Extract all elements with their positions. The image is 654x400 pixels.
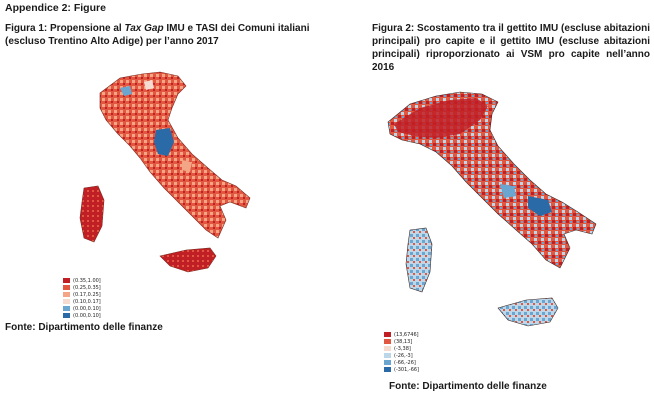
legend-swatch (63, 278, 70, 283)
legend-label: (0.10,0.17] (73, 298, 101, 305)
legend-swatch (63, 299, 70, 304)
legend-entry: (-66,-26] (384, 359, 419, 366)
map-1-blue-area (154, 128, 174, 156)
legend-swatch (63, 285, 70, 290)
legend-entry: (-3,38] (384, 345, 419, 352)
legend-label: (0.17,0.25] (73, 291, 101, 298)
legend-swatch (63, 306, 70, 311)
legend-label: (13,6746] (394, 331, 419, 338)
figure-1-map (60, 68, 270, 280)
map-1-sicily (159, 247, 217, 273)
legend-swatch (384, 367, 391, 372)
figure-1-caption-italic: Tax Gap (124, 23, 164, 34)
legend-label: (-66,-26] (394, 359, 416, 366)
legend-entry: (-301,-66] (384, 366, 419, 373)
legend-entry: (0.17,0.25] (63, 291, 101, 298)
figure-2-legend: (13,6746] (38,13] (-3,38] (-26,-3] (-66,-26]… (384, 331, 419, 373)
figure-2-source: Fonte: Dipartimento delle finanze (389, 381, 547, 392)
legend-label: (38,13] (394, 338, 413, 345)
legend-label: (0.25,0.35] (73, 284, 101, 291)
map-1-mainland (99, 71, 251, 239)
legend-entry: (0.00,0.10] (63, 312, 101, 319)
figure-1-legend: (0.35,1.00] (0.25,0.35] (0.17,0.25] (0.10,0… (63, 277, 101, 319)
map-2-sicily (497, 297, 559, 327)
appendix-heading: Appendice 2: Figure (5, 2, 106, 14)
figure-2-caption: Figura 2: Scostamento tra il gettito IMU… (372, 23, 650, 73)
legend-swatch (384, 332, 391, 337)
legend-label: (-301,-66] (394, 366, 420, 373)
figure-2-map (380, 84, 610, 340)
map-2-sardinia (405, 227, 433, 293)
legend-entry: (0.35,1.00] (63, 277, 101, 284)
legend-swatch (384, 353, 391, 358)
legend-entry: (-26,-3] (384, 352, 419, 359)
legend-entry: (38,13] (384, 338, 419, 345)
legend-entry: (13,6746] (384, 331, 419, 338)
legend-swatch (63, 313, 70, 318)
legend-label: (0.00,0.10] (73, 312, 101, 319)
figure-1-caption-suffix: IMU e TASI dei Comuni italiani (escluso … (5, 23, 310, 47)
legend-label: (0.35,1.00] (73, 277, 101, 284)
legend-entry: (0.25,0.35] (63, 284, 101, 291)
legend-entry: (0.00,0.10] (63, 305, 101, 312)
legend-swatch (384, 360, 391, 365)
legend-swatch (63, 292, 70, 297)
legend-label: (0.00,0.10] (73, 305, 101, 312)
legend-entry: (0.10,0.17] (63, 298, 101, 305)
legend-label: (-3,38] (394, 345, 411, 352)
figure-1-caption: Figura 1: Propensione al Tax Gap IMU e T… (5, 22, 325, 48)
figure-1-caption-prefix: Figura 1: Propensione al (5, 23, 125, 34)
legend-swatch (384, 339, 391, 344)
legend-label: (-26,-3] (394, 352, 413, 359)
figure-1-source: Fonte: Dipartimento delle finanze (5, 322, 163, 333)
map-1-sardinia (79, 185, 105, 243)
legend-swatch (384, 346, 391, 351)
